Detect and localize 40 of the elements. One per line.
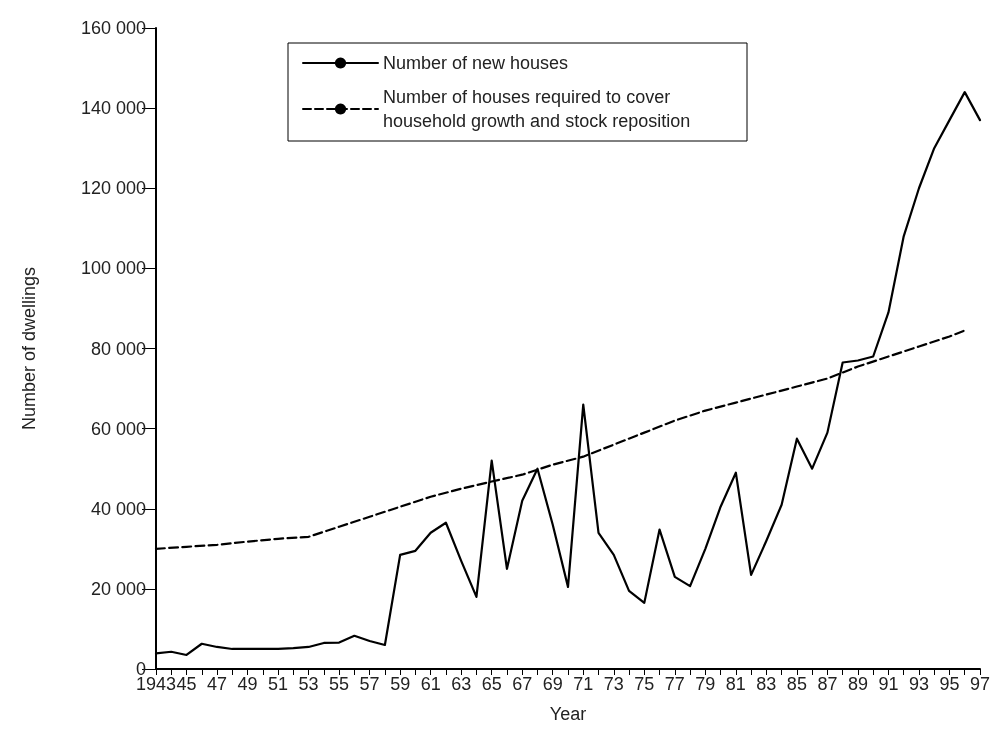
x-tick-label: 81 [725,674,746,694]
x-tick-label: 75 [634,674,655,694]
x-tick-label: 89 [847,674,868,694]
x-tick-label: 51 [268,674,289,694]
x-tick-label: 85 [786,674,807,694]
x-tick-label: 59 [390,674,411,694]
x-tick-label: 63 [451,674,472,694]
x-tick-label: 57 [359,674,380,694]
x-tick-label: 83 [756,674,777,694]
x-tick-label: 49 [237,674,258,694]
x-tick-label: 65 [481,674,502,694]
x-tick-label: 47 [207,674,228,694]
x-tick-label: 53 [298,674,319,694]
x-tick-label: 97 [969,674,991,694]
y-axis-title: Number of dwellings [19,266,39,431]
x-tick-label: 77 [664,674,685,694]
x-tick-label: 91 [878,674,899,694]
y-tick-label: 20 000 [90,578,146,599]
x-tick-label: 93 [908,674,929,694]
x-tick-label: 79 [695,674,716,694]
x-tick-label: 87 [817,674,838,694]
y-tick-label: 140 000 [80,98,146,119]
x-tick-label: 69 [542,674,563,694]
x-tick-label: 67 [512,674,533,694]
y-tick-label: 100 000 [80,258,146,279]
x-tick-label: 55 [329,674,350,694]
legend-label: Number of houses required to cover household growth and stock reposition [383,87,691,131]
y-tick-label: 40 000 [90,498,146,519]
y-tick-label: 160 000 [80,18,146,38]
y-tick-label: 120 000 [80,178,146,199]
x-tick-label: 45 [176,674,197,694]
y-tick-label: 60 000 [90,418,146,439]
legend-label: Number of new houses [383,53,569,73]
x-tick-label: 1943 [135,674,177,694]
x-tick-label: 95 [939,674,960,694]
x-tick-label: 61 [420,674,441,694]
x-axis-title: Year [549,704,587,724]
x-tick-label: 71 [573,674,594,694]
x-tick-label: 73 [603,674,624,694]
y-tick-label: 80 000 [90,338,146,359]
